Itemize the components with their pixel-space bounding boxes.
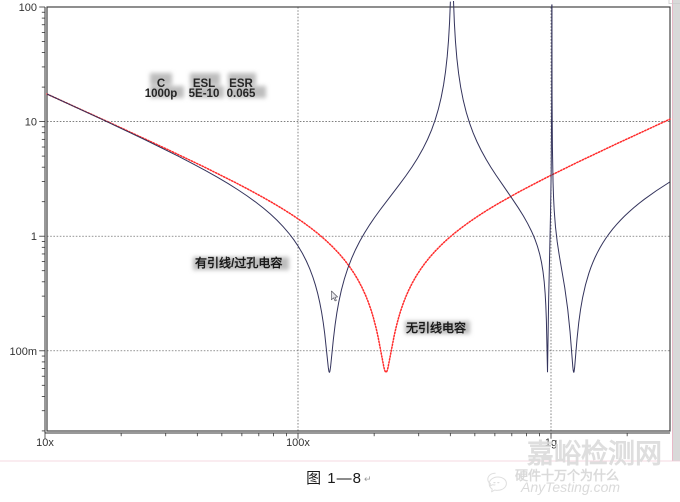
svg-text:100m: 100m: [9, 346, 37, 358]
svg-text:0.065: 0.065: [227, 88, 256, 100]
svg-text:图 1—8: 图 1—8: [306, 470, 362, 487]
svg-text:嘉峪检测网: 嘉峪检测网: [527, 438, 662, 469]
svg-text:100: 100: [19, 2, 37, 14]
svg-text:5E-10: 5E-10: [189, 88, 220, 100]
svg-text:10x: 10x: [36, 437, 54, 449]
svg-text:有引线/过孔电容: 有引线/过孔电容: [195, 255, 282, 270]
svg-text:1000p: 1000p: [145, 88, 178, 100]
svg-text:100x: 100x: [286, 437, 310, 449]
svg-text:1: 1: [31, 231, 37, 243]
svg-text:↵: ↵: [364, 474, 372, 484]
svg-text:无引线电容: 无引线电容: [405, 320, 466, 335]
svg-text:AnyTesting.com: AnyTesting.com: [520, 479, 620, 495]
svg-text:10: 10: [25, 117, 37, 129]
